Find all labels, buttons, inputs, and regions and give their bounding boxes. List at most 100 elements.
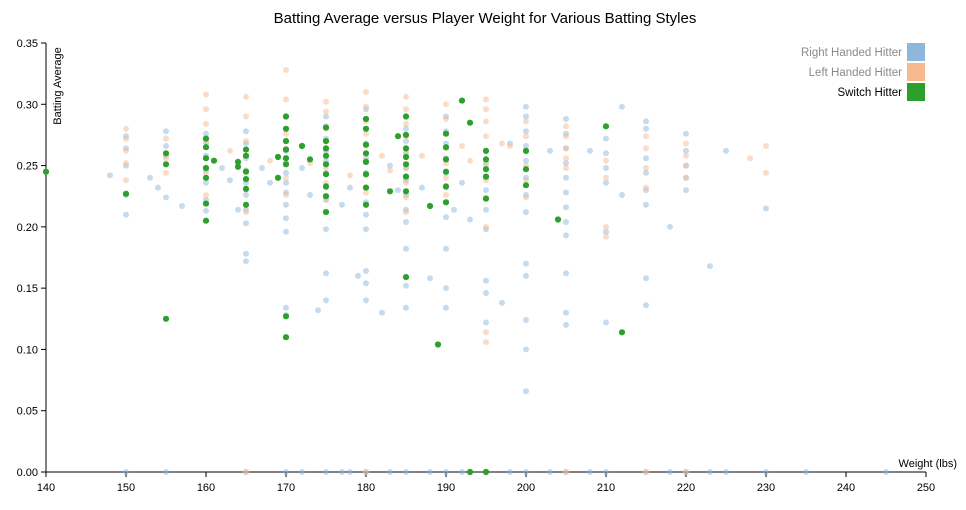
- data-point: [403, 469, 409, 475]
- data-point: [242, 152, 250, 159]
- data-point: [363, 280, 369, 287]
- data-point: [283, 228, 289, 235]
- data-point: [443, 304, 449, 311]
- data-point: [362, 125, 370, 132]
- data-point: [563, 174, 569, 181]
- data-point: [563, 116, 569, 122]
- data-point: [202, 164, 210, 172]
- data-point: [523, 317, 529, 323]
- legend-item[interactable]: Left Handed Hitter: [809, 63, 925, 81]
- data-point: [363, 469, 369, 475]
- data-point: [298, 142, 306, 150]
- data-point: [523, 260, 529, 267]
- data-point: [202, 144, 210, 151]
- data-point: [259, 165, 265, 171]
- data-point: [563, 160, 569, 167]
- data-point: [322, 161, 330, 168]
- data-point: [683, 140, 689, 147]
- data-point: [323, 113, 329, 120]
- x-tick-label: 150: [117, 482, 135, 494]
- data-point: [347, 184, 353, 191]
- data-point: [522, 147, 530, 154]
- data-point: [683, 147, 689, 154]
- legend-label: Left Handed Hitter: [809, 67, 903, 79]
- data-point: [563, 469, 569, 475]
- data-point: [643, 302, 649, 309]
- data-point: [227, 147, 233, 154]
- data-point: [523, 177, 529, 184]
- data-point: [155, 184, 161, 191]
- data-point: [339, 201, 345, 208]
- data-point: [683, 174, 689, 181]
- x-tick-label: 180: [357, 482, 375, 494]
- data-point: [403, 194, 409, 201]
- x-tick-label: 240: [837, 482, 855, 494]
- data-point: [123, 125, 129, 132]
- data-point: [363, 130, 369, 137]
- data-point: [362, 115, 370, 123]
- data-point: [587, 147, 593, 154]
- series-left-handed-hitter: [123, 67, 769, 475]
- series-right-handed-hitter: [107, 103, 889, 475]
- data-point: [362, 184, 370, 191]
- data-point: [163, 128, 169, 135]
- data-point: [163, 169, 169, 176]
- legend-item[interactable]: Switch Hitter: [837, 83, 925, 101]
- x-tick-label: 170: [277, 482, 295, 494]
- data-point: [387, 469, 393, 475]
- data-point: [203, 169, 209, 176]
- data-point: [242, 146, 250, 153]
- data-point: [394, 133, 402, 140]
- data-point: [283, 96, 289, 103]
- legend-swatch: [907, 43, 925, 61]
- data-point: [202, 135, 210, 142]
- data-point: [507, 469, 513, 475]
- data-point: [723, 147, 729, 154]
- data-point: [363, 297, 369, 304]
- data-point: [362, 150, 370, 157]
- legend-label: Switch Hitter: [837, 87, 902, 99]
- data-point: [243, 258, 249, 265]
- legend-item[interactable]: Right Handed Hitter: [801, 43, 925, 61]
- y-tick-label: 0.20: [17, 222, 38, 234]
- data-point: [523, 157, 529, 164]
- data-point: [203, 130, 209, 137]
- data-point: [210, 157, 218, 164]
- data-point: [123, 147, 129, 154]
- data-point: [243, 469, 249, 475]
- data-point: [163, 155, 169, 162]
- data-point: [563, 270, 569, 277]
- data-point: [322, 183, 330, 190]
- legend-label: Right Handed Hitter: [801, 47, 902, 59]
- y-tick-label: 0.00: [17, 467, 38, 479]
- y-tick-label: 0.10: [17, 344, 38, 356]
- data-point: [763, 205, 769, 212]
- data-point: [322, 124, 330, 131]
- series-switch-hitter: [42, 97, 626, 476]
- data-point: [883, 469, 889, 475]
- data-point: [603, 233, 609, 240]
- data-point: [347, 469, 353, 475]
- data-point: [602, 123, 610, 130]
- data-point: [683, 187, 689, 194]
- data-point: [283, 179, 289, 186]
- data-point: [242, 176, 250, 183]
- data-point: [426, 202, 434, 210]
- data-point: [179, 203, 185, 209]
- data-point: [403, 106, 409, 113]
- data-point: [603, 319, 609, 326]
- data-point: [482, 156, 490, 163]
- data-point: [267, 157, 273, 164]
- data-point: [483, 118, 489, 125]
- data-point: [763, 143, 769, 149]
- data-point: [299, 469, 305, 475]
- data-point: [563, 165, 569, 171]
- data-point: [202, 155, 210, 162]
- data-point: [427, 275, 433, 282]
- data-point: [619, 103, 625, 110]
- data-point: [123, 469, 129, 475]
- y-tick-label: 0.35: [17, 38, 38, 50]
- data-point: [419, 184, 425, 191]
- legend: Right Handed Hitter Left Handed Hitter Swi…: [801, 43, 925, 101]
- data-point: [483, 187, 489, 194]
